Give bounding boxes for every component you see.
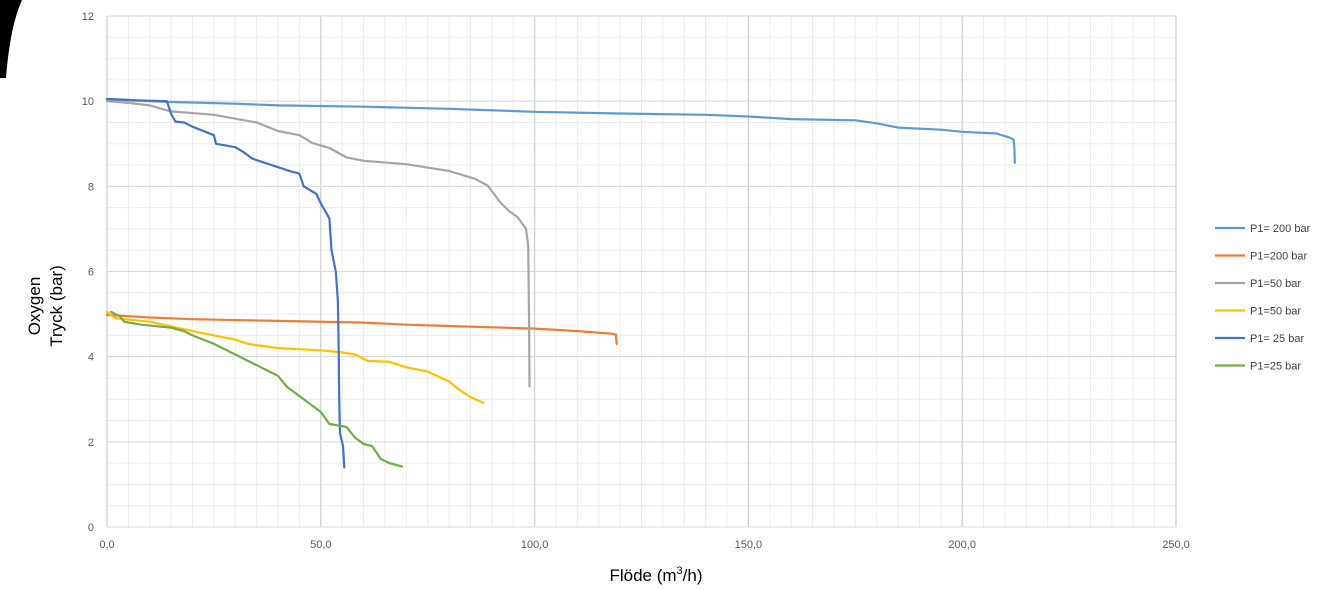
- major-gridlines: [106, 15, 1177, 528]
- series-line: [105, 97, 1016, 164]
- x-tick-labels: 0,0 50,0 100,0 150,0 200,0 250,0: [99, 539, 1189, 551]
- series-line: [105, 313, 618, 345]
- legend-label: P1=200 bar: [1250, 251, 1308, 263]
- x-tick-label: 150,0: [735, 539, 763, 551]
- legend: P1= 200 bar P1=200 bar P1=50 bar P1=50 bar P…: [1215, 223, 1311, 373]
- decorative-swoosh: [0, 0, 22, 78]
- y-tick-label: 8: [88, 181, 94, 193]
- y-axis-title-line1: Oxygen: [25, 277, 44, 336]
- series-line: [110, 310, 404, 468]
- y-tick-label: 4: [88, 352, 94, 364]
- legend-label: P1= 200 bar: [1250, 223, 1311, 235]
- y-tick-labels: 0 2 4 6 8 10 12: [82, 11, 94, 534]
- y-tick-label: 6: [88, 267, 94, 279]
- series-line: [105, 310, 485, 404]
- series-line: [105, 100, 531, 388]
- x-tick-label: 50,0: [310, 539, 331, 551]
- y-axis-title-line2: Tryck (bar): [47, 265, 66, 347]
- x-axis-title-post: /h): [683, 566, 703, 585]
- y-tick-label: 10: [82, 96, 94, 108]
- legend-label: P1=50 bar: [1250, 306, 1301, 318]
- x-tick-label: 250,0: [1162, 539, 1190, 551]
- y-tick-label: 12: [82, 11, 94, 23]
- x-axis-title: Flöde (m3/h): [609, 565, 702, 585]
- x-tick-label: 200,0: [948, 539, 976, 551]
- legend-label: P1= 25 bar: [1250, 333, 1304, 345]
- x-axis-title-sup: 3: [677, 565, 683, 577]
- x-axis-title-pre: Flöde (m: [609, 566, 676, 585]
- legend-label: P1=25 bar: [1250, 361, 1301, 373]
- y-tick-label: 2: [88, 437, 94, 449]
- x-tick-label: 0,0: [99, 539, 114, 551]
- y-tick-label: 0: [88, 522, 94, 534]
- legend-label: P1=50 bar: [1250, 278, 1301, 290]
- series-lines: [105, 97, 1016, 469]
- x-tick-label: 100,0: [521, 539, 549, 551]
- series-line: [105, 97, 346, 469]
